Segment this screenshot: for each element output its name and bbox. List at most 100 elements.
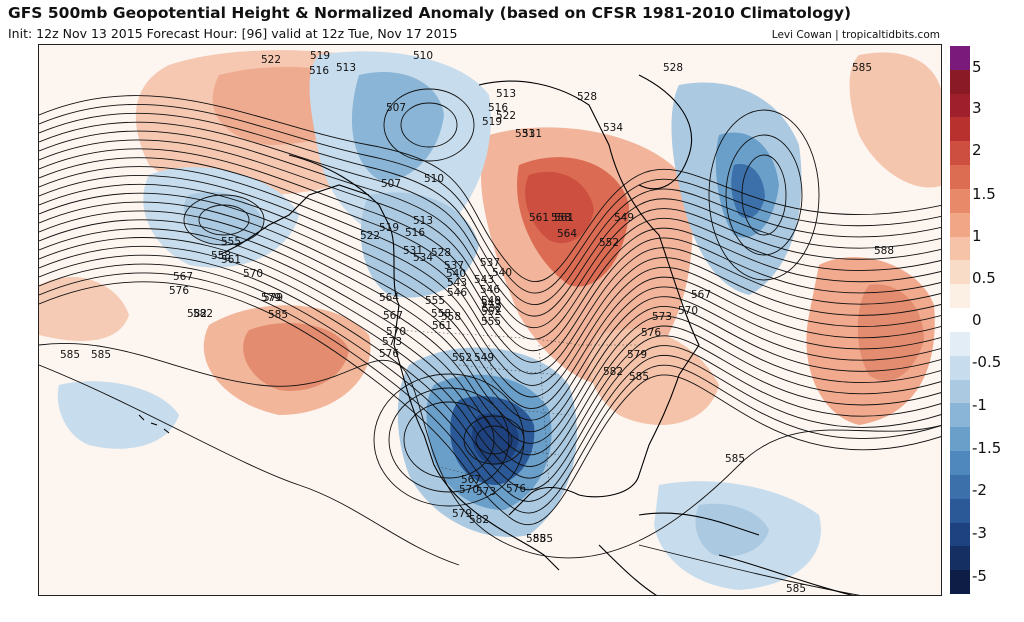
height-contour-label: 567 — [383, 310, 403, 322]
colorbar-swatch — [950, 212, 970, 238]
height-contour-label: 531 — [522, 128, 542, 140]
anomaly-map: 519 522 516 513 510 507 507 510 513 516 519 522 528 5… — [38, 44, 942, 596]
colorbar-tick-label: -3 — [972, 524, 987, 542]
anomaly-negative-hawaii — [57, 381, 179, 449]
anomaly-positive-eastatl — [849, 52, 941, 188]
height-contour-label: 522 — [496, 110, 516, 122]
colorbar-tick-label: 1 — [972, 227, 982, 245]
height-contour-label: 531 — [403, 245, 423, 257]
height-contour — [39, 254, 941, 490]
political-border — [398, 329, 639, 346]
colorbar-swatch — [950, 451, 970, 476]
height-contour-label: 516 — [488, 102, 508, 114]
height-contour — [403, 401, 495, 479]
height-contour — [39, 342, 941, 559]
height-contour-label: 528 — [663, 62, 683, 74]
height-contour-label: 576 — [379, 348, 399, 360]
height-contour-label: 549 — [481, 298, 501, 310]
colorbar-swatch — [950, 69, 970, 95]
colorbar-tick-label: 5 — [972, 58, 982, 76]
colorbar-swatch — [950, 546, 970, 571]
height-contour-label: 519 — [482, 116, 502, 128]
colorbar-swatch — [950, 379, 970, 404]
colorbar-tick-label: -5 — [972, 567, 987, 585]
colorbar-tick-label: -2 — [972, 481, 987, 499]
height-contour-label: 573 — [382, 336, 402, 348]
political-borders — [398, 329, 639, 491]
height-contour-label: 570 — [459, 484, 479, 496]
anomaly-colorbar — [950, 46, 970, 595]
anomaly-positive-gulf — [39, 276, 129, 341]
height-contour-label: 558 — [431, 308, 451, 320]
height-contour — [725, 134, 803, 256]
height-contour-label: 522 — [360, 230, 380, 242]
height-contour-label: 585 — [852, 62, 872, 74]
anomaly-negative-hudson-deep — [731, 164, 765, 219]
height-contour-label: 570 — [386, 326, 406, 338]
colorbar-tick-label: -0.5 — [972, 353, 1002, 371]
height-contour — [183, 194, 265, 246]
height-contour — [708, 109, 820, 281]
height-contour-label: 558 — [551, 212, 571, 224]
height-contour-label: 549 — [474, 352, 494, 364]
anomaly-negative-caribbean-core — [695, 503, 769, 557]
height-contour-label: 573 — [476, 486, 496, 498]
coastline-alaska — [218, 184, 370, 256]
colorbar-swatch — [950, 236, 970, 261]
colorbar-swatch — [950, 355, 970, 381]
height-contour-label: 585 — [533, 533, 553, 545]
height-contour-label: 585 — [91, 349, 111, 361]
height-contour-label: 510 — [424, 173, 444, 185]
colorbar-swatch — [950, 188, 970, 214]
height-contour — [39, 166, 941, 375]
colorbar-swatch — [950, 522, 970, 547]
colorbar-swatch — [950, 570, 970, 595]
height-contour — [198, 204, 250, 236]
height-contour-label: 582 — [469, 514, 489, 526]
height-contour-label: 540 — [446, 268, 466, 280]
height-contour-label: 567 — [691, 289, 711, 301]
map-title: GFS 500mb Geopotential Height & Normaliz… — [8, 4, 852, 22]
height-contour-label: 582 — [193, 308, 213, 320]
height-contour — [475, 425, 513, 455]
height-contour — [388, 387, 510, 493]
colorbar-swatch — [950, 474, 970, 500]
height-contour — [39, 210, 941, 433]
height-contour-label: 513 — [496, 88, 516, 100]
height-contour-label: 576 — [169, 285, 189, 297]
colorbar-tick-label: 0 — [972, 311, 982, 329]
height-contour-label: 552 — [481, 306, 501, 318]
height-contour-label: 564 — [379, 292, 399, 304]
height-contour-label: 588 — [874, 245, 894, 257]
height-contour-label: 543 — [474, 274, 494, 286]
height-contour-label: 549 — [614, 212, 634, 224]
height-contour-label: 516 — [405, 227, 425, 239]
map-credit: Levi Cowan | tropicaltidbits.com — [771, 29, 940, 41]
colorbar-tick-label: 3 — [972, 99, 982, 117]
coastline-hudson — [638, 74, 693, 190]
anomaly-positive-canada-deep — [525, 171, 594, 244]
height-contour — [39, 364, 460, 566]
height-contour-label: 528 — [577, 91, 597, 103]
height-contour — [383, 88, 475, 162]
colorbar-tick-label: -1.5 — [972, 439, 1002, 457]
coastline-central-america — [598, 544, 657, 595]
height-contour-label: 519 — [379, 222, 399, 234]
height-contour-label: 579 — [627, 349, 647, 361]
height-contour — [39, 121, 941, 317]
height-contour-label: 558 — [211, 250, 231, 262]
colorbar-swatch — [950, 331, 970, 357]
height-contour — [39, 263, 941, 502]
coastline-west — [288, 154, 560, 571]
height-contour-label: 585 — [629, 371, 649, 383]
height-contour-label: 543 — [447, 277, 467, 289]
coastline-east — [478, 80, 700, 498]
height-contour — [463, 415, 525, 465]
colorbar-swatch — [950, 141, 970, 166]
height-contour-label: 531 — [515, 128, 535, 140]
height-contour-label: 555 — [221, 236, 241, 248]
height-contour — [39, 157, 941, 363]
anomaly-positive-atlantic-core — [857, 284, 924, 381]
height-contour-label: 507 — [381, 178, 401, 190]
coastline-gulf — [508, 486, 580, 516]
